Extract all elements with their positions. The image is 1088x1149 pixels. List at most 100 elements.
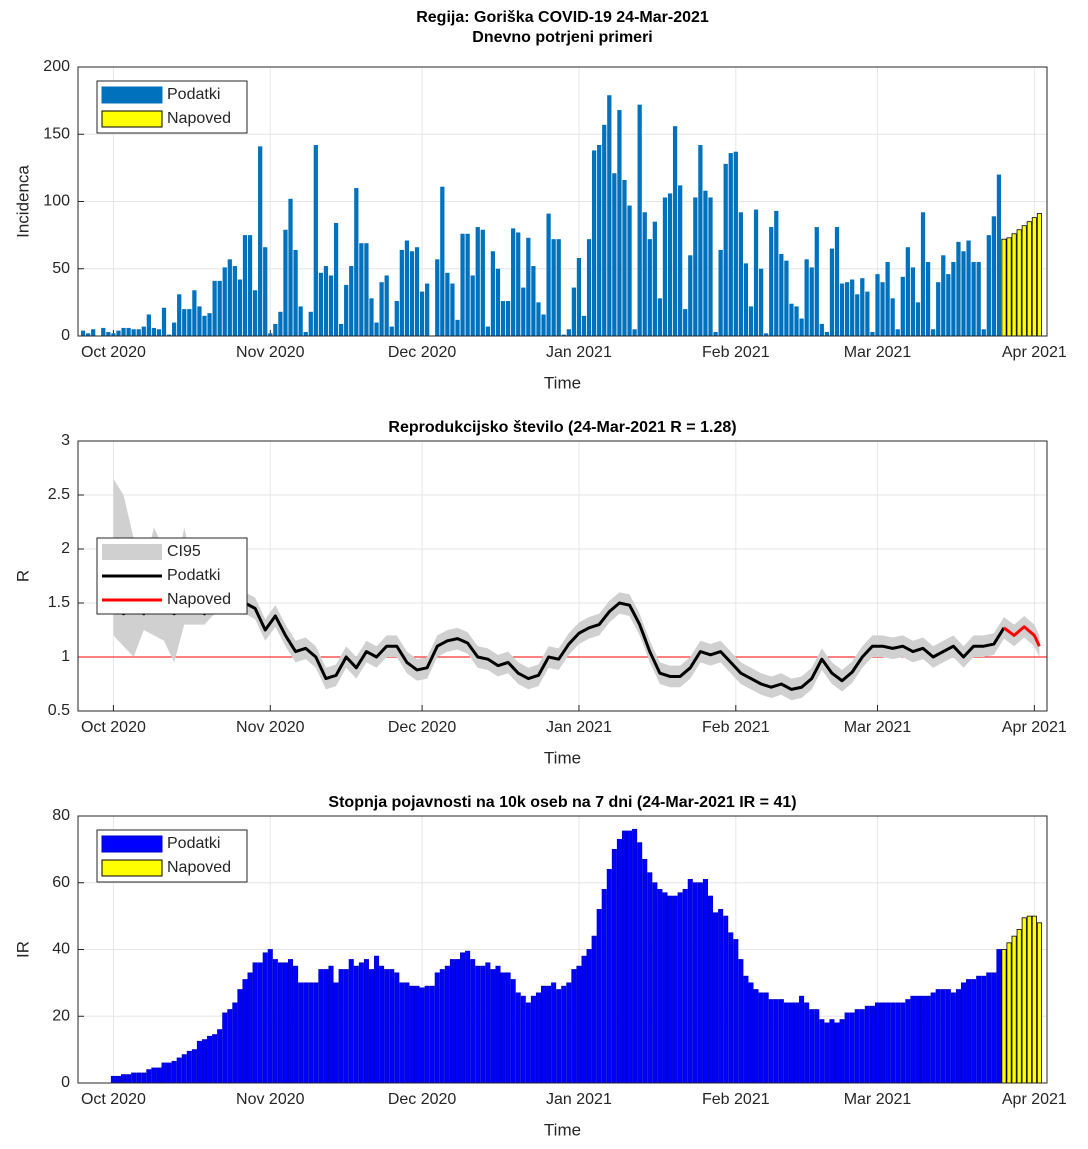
- bar: [379, 965, 385, 1084]
- bar: [637, 842, 643, 1084]
- bar: [566, 329, 571, 336]
- bar: [672, 895, 678, 1084]
- bar: [520, 995, 526, 1084]
- x-axis-label: Time: [544, 748, 581, 767]
- bar: [941, 255, 946, 336]
- bar: [910, 267, 916, 336]
- plot-area: [80, 95, 1042, 337]
- bar: [511, 228, 516, 336]
- bar: [976, 975, 982, 1084]
- bar: [930, 992, 936, 1084]
- bar: [409, 251, 415, 336]
- bar: [258, 146, 263, 336]
- bar: [616, 838, 622, 1084]
- bar: [753, 989, 759, 1084]
- bar: [657, 298, 663, 336]
- legend-label: Napoved: [167, 591, 231, 608]
- bar: [115, 1075, 122, 1084]
- bar: [293, 249, 298, 336]
- chart-title: Stopnja pojavnosti na 10k oseb na 7 dni …: [328, 794, 796, 811]
- bar: [551, 239, 556, 336]
- bar: [728, 153, 733, 336]
- bar: [232, 1002, 238, 1084]
- bar: [642, 858, 648, 1084]
- bar: [687, 879, 693, 1084]
- bar: [753, 209, 759, 336]
- bar: [834, 227, 840, 336]
- bar: [369, 298, 374, 336]
- bar: [541, 314, 546, 336]
- bar: [1016, 229, 1022, 337]
- bar: [814, 227, 819, 336]
- bar: [424, 985, 430, 1084]
- bar: [783, 1002, 789, 1084]
- bar: [414, 985, 420, 1084]
- bar: [131, 1072, 137, 1084]
- bar: [890, 298, 895, 336]
- bar: [197, 306, 202, 336]
- bar: [1016, 929, 1022, 1084]
- bar: [515, 992, 521, 1084]
- bar: [956, 241, 961, 336]
- bar: [874, 1002, 881, 1084]
- bar: [181, 1054, 187, 1084]
- bar: [91, 329, 96, 336]
- legend-swatch: [101, 835, 163, 853]
- bar: [389, 326, 394, 336]
- bar: [419, 987, 425, 1084]
- bar: [723, 915, 729, 1084]
- bar: [764, 333, 769, 336]
- bar: [126, 1074, 132, 1084]
- bar: [460, 952, 466, 1084]
- y-tick-label: 0.5: [48, 702, 70, 719]
- bar: [607, 95, 612, 337]
- bar: [854, 1009, 860, 1084]
- bar: [429, 985, 435, 1084]
- bar: [713, 331, 718, 336]
- bar: [885, 262, 890, 336]
- bar: [794, 1002, 800, 1084]
- bar: [440, 186, 445, 336]
- bar: [788, 1002, 794, 1084]
- bar: [627, 205, 632, 336]
- bar: [733, 939, 739, 1084]
- bar: [161, 307, 167, 336]
- bar: [865, 291, 870, 336]
- bar: [915, 995, 921, 1084]
- bar: [333, 982, 339, 1084]
- bar: [374, 955, 380, 1084]
- bar: [561, 334, 566, 336]
- bar: [394, 972, 400, 1084]
- bar: [996, 949, 1002, 1084]
- bar: [526, 237, 531, 336]
- bar: [697, 882, 703, 1084]
- bar: [551, 982, 557, 1084]
- x-tick-label: Nov 2020: [236, 1091, 305, 1108]
- bar: [278, 311, 283, 336]
- bar: [925, 262, 931, 336]
- bar: [363, 959, 369, 1084]
- bar: [505, 972, 511, 1084]
- bar: [986, 235, 991, 336]
- bar: [298, 982, 304, 1084]
- bar: [500, 972, 506, 1084]
- bar: [262, 952, 268, 1084]
- bar: [161, 1062, 167, 1084]
- bar: [232, 266, 237, 336]
- x-tick-label: Apr 2021: [1002, 719, 1067, 736]
- bar: [546, 213, 551, 336]
- bar: [804, 1002, 810, 1084]
- bar: [662, 197, 668, 336]
- bar: [425, 283, 430, 336]
- x-tick-label: Oct 2020: [81, 344, 146, 361]
- x-tick-label: Nov 2020: [236, 344, 305, 361]
- bar: [981, 975, 987, 1084]
- bar: [915, 302, 921, 336]
- bar: [713, 912, 719, 1084]
- bar: [814, 1009, 820, 1084]
- bar: [1021, 917, 1027, 1084]
- x-tick-label: Dec 2020: [388, 719, 457, 736]
- bar: [212, 280, 217, 336]
- bar: [450, 283, 455, 336]
